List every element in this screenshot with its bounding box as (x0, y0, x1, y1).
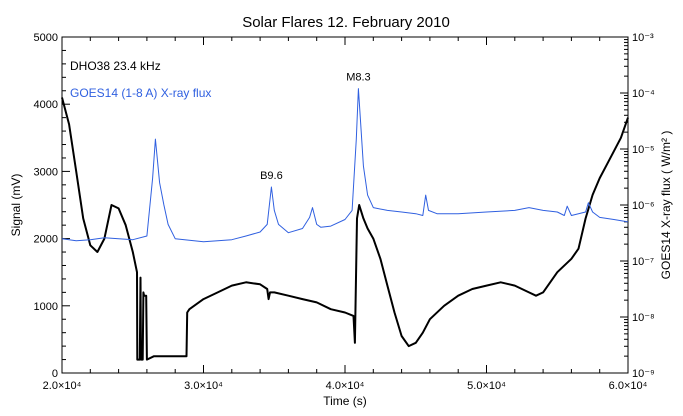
y-right-tick-label: 10⁻⁵ (632, 144, 655, 156)
y-right-tick-label: 10⁻⁹ (632, 368, 655, 380)
y-right-tick-label: 10⁻⁴ (632, 88, 655, 100)
x-tick-label: 5.0×10⁴ (467, 380, 506, 392)
y-right-tick-label: 10⁻³ (632, 32, 654, 44)
y-axis-right-label: GOES14 X-ray flux ( W/m² ) (659, 131, 673, 280)
x-axis: 2.0×10⁴ 3.0×10⁴ 4.0×10⁴ 5.0×10⁴ 6.0×10⁴ (43, 37, 648, 392)
y-axis-left-label: Signal (mV) (9, 174, 23, 237)
series-line-goes14 (61, 88, 629, 243)
y-left-tick-label: 0 (52, 368, 58, 380)
y-left-tick-label: 5000 (34, 32, 58, 44)
y-right-tick-label: 10⁻⁶ (632, 200, 655, 212)
annotation-layer: B9.6 M8.3 (260, 72, 371, 182)
y-axis-left: 0 1000 2000 3000 4000 5000 (34, 32, 70, 380)
x-tick-label: 6.0×10⁴ (609, 380, 648, 392)
series-layer (61, 88, 629, 361)
x-axis-label: Time (s) (323, 394, 367, 408)
flare-annotation-label: M8.3 (346, 72, 370, 84)
legend-entry-dho38: DHO38 23.4 kHz (70, 59, 161, 73)
x-tick-label: 4.0×10⁴ (326, 380, 365, 392)
flare-annotation-label: B9.6 (260, 170, 283, 182)
y-left-tick-label: 2000 (34, 234, 58, 246)
x-tick-label: 3.0×10⁴ (184, 380, 223, 392)
y-axis-right: 10⁻⁹ 10⁻⁸ 10⁻⁷ 10⁻⁶ 10⁻⁵ 10⁻⁴ 10⁻³ (620, 32, 655, 380)
y-right-tick-label: 10⁻⁷ (632, 256, 654, 268)
legend-entry-goes14: GOES14 (1-8 A) X-ray flux (70, 86, 211, 100)
x-tick-label: 2.0×10⁴ (43, 380, 82, 392)
chart-title: Solar Flares 12. February 2010 (242, 14, 450, 31)
y-left-tick-label: 3000 (34, 166, 58, 178)
y-left-tick-label: 1000 (34, 301, 58, 313)
y-left-tick-label: 4000 (34, 99, 58, 111)
y-right-tick-label: 10⁻⁸ (632, 312, 655, 324)
series-line-dho38 (61, 97, 629, 361)
